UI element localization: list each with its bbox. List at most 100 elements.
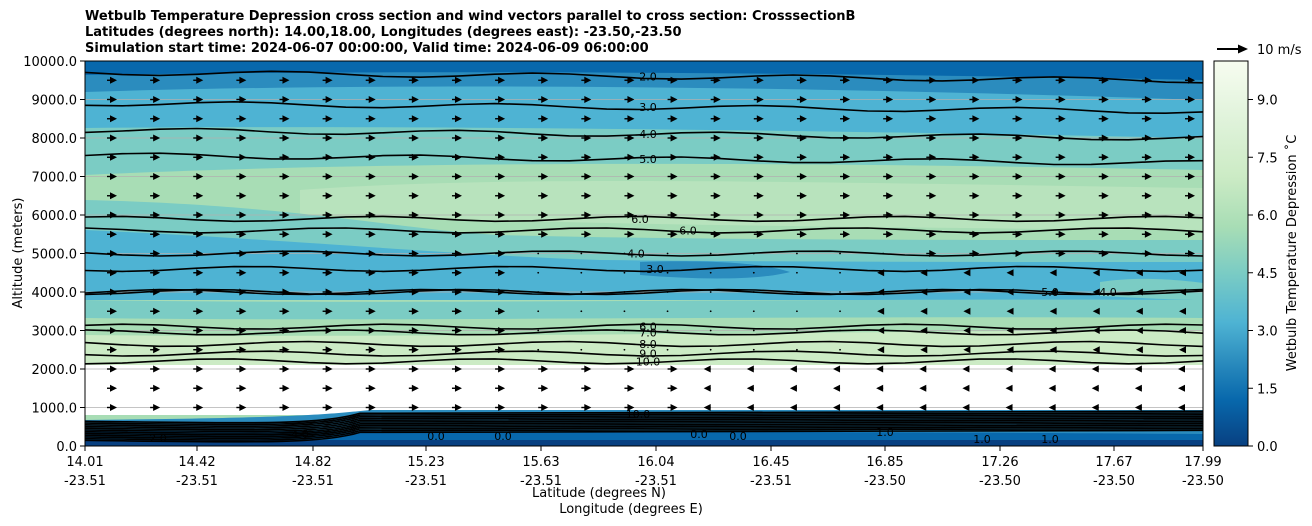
wind-vector-head bbox=[325, 404, 333, 411]
wind-vector-head bbox=[110, 269, 117, 277]
wind-vector-head bbox=[963, 346, 971, 354]
colorbar-tick-label: 1.5 bbox=[1257, 382, 1278, 397]
wind-vector-head bbox=[368, 76, 376, 84]
x-tick-label-lat: 17.26 bbox=[981, 455, 1018, 470]
y-tick-label: 4000.0 bbox=[32, 286, 78, 301]
wind-vector-head bbox=[1006, 307, 1014, 315]
wind-vector-head bbox=[1144, 250, 1152, 257]
wind-vector-head bbox=[1188, 96, 1195, 103]
wind-vector-head bbox=[196, 115, 204, 123]
wind-vector-head bbox=[153, 250, 161, 257]
wind-vector-calm bbox=[623, 271, 626, 274]
wind-vector-head bbox=[239, 230, 247, 238]
chart-title: Wetbulb Temperature Depression cross sec… bbox=[85, 9, 855, 57]
wind-vector-head bbox=[1188, 115, 1195, 123]
wind-vector-head bbox=[239, 288, 247, 296]
wind-vector-head bbox=[627, 230, 635, 238]
wind-vector-calm bbox=[580, 271, 583, 274]
wind-vector-head bbox=[670, 404, 678, 411]
wind-vector-head bbox=[756, 115, 764, 123]
surface-contour-line bbox=[85, 410, 1203, 424]
surface-contour-label: 1.0 bbox=[973, 433, 991, 446]
surface-contour-label: 1.0 bbox=[1041, 433, 1059, 446]
wind-vector-head bbox=[1006, 327, 1014, 334]
wind-vector-head bbox=[239, 250, 247, 257]
wind-vector-head bbox=[972, 211, 980, 219]
wind-vector-head bbox=[411, 327, 419, 334]
wind-vector-head bbox=[1101, 211, 1109, 219]
wind-vector-calm bbox=[537, 291, 540, 293]
wind-vector-head bbox=[368, 250, 376, 257]
contour-line bbox=[85, 340, 1203, 348]
wind-vector-head bbox=[1134, 365, 1142, 373]
wind-vector-head bbox=[239, 404, 247, 411]
wind-vector-head bbox=[325, 250, 333, 257]
wind-vector-head bbox=[368, 327, 376, 334]
wind-vector-head bbox=[411, 269, 419, 277]
wind-vector-head bbox=[929, 115, 937, 123]
x-tick-label-lat: 16.04 bbox=[637, 455, 674, 470]
wind-vector-head bbox=[584, 404, 592, 411]
wind-vector-head bbox=[498, 269, 506, 277]
wind-vector-head bbox=[627, 404, 635, 411]
wind-vector-head bbox=[799, 173, 807, 180]
wind-vector-head bbox=[1101, 76, 1109, 84]
wind-vector-head bbox=[1015, 211, 1023, 219]
wind-vector-calm bbox=[752, 271, 755, 274]
wind-vector-head bbox=[325, 288, 333, 296]
wind-vector-head bbox=[239, 327, 247, 334]
wind-vector-head bbox=[498, 230, 506, 238]
wind-vector-head bbox=[972, 76, 980, 84]
wind-vector-head bbox=[877, 288, 885, 296]
wind-vector-calm bbox=[796, 348, 798, 351]
contour-line bbox=[85, 323, 1203, 330]
wind-vector-head bbox=[1058, 76, 1066, 84]
wind-vector-head bbox=[454, 327, 462, 334]
wind-vector-head bbox=[1015, 192, 1023, 200]
x-axis-label-latitude: Latitude (degrees N) bbox=[532, 486, 666, 501]
wind-vector-head bbox=[282, 153, 290, 161]
wind-vector-head bbox=[1179, 307, 1186, 315]
wind-vector-head bbox=[196, 365, 204, 373]
surface-contour-line bbox=[85, 424, 1203, 438]
wind-vector-head bbox=[368, 134, 376, 142]
wind-vector-calm bbox=[537, 252, 540, 255]
wind-vector-calm bbox=[709, 310, 712, 313]
wind-vector-head bbox=[584, 173, 592, 180]
colorbar-tick-label: 9.0 bbox=[1257, 94, 1278, 109]
wind-vector-head bbox=[1134, 384, 1142, 392]
wind-vector-head bbox=[843, 173, 851, 180]
wind-vector-head bbox=[799, 115, 807, 123]
contour-line bbox=[85, 350, 1203, 357]
wind-vector-head bbox=[920, 307, 928, 315]
wind-vector-head bbox=[196, 346, 204, 354]
wind-vector-head bbox=[411, 404, 419, 411]
surface-contour-line bbox=[85, 412, 1203, 426]
wind-vector-head bbox=[282, 307, 290, 315]
wind-vector-head bbox=[962, 404, 970, 411]
wind-vector-head bbox=[963, 269, 971, 277]
wind-vector-head bbox=[1048, 384, 1056, 392]
wind-vector-head bbox=[196, 269, 204, 277]
wind-vector-head bbox=[110, 250, 117, 257]
contour-line bbox=[85, 152, 1203, 166]
wind-vector-head bbox=[963, 307, 971, 315]
wind-vector-head bbox=[325, 269, 333, 277]
wind-vector-calm bbox=[580, 329, 583, 332]
wind-vector-calm bbox=[537, 271, 540, 274]
wind-vector-head bbox=[498, 327, 506, 334]
wind-vector-head bbox=[746, 404, 754, 411]
wind-vector-head bbox=[110, 404, 117, 411]
wind-vector-head bbox=[1049, 307, 1057, 315]
wind-vector-head bbox=[368, 288, 376, 296]
wind-vector-head bbox=[498, 192, 506, 200]
wind-vector-head bbox=[1005, 384, 1013, 392]
contour-label: 4.0 bbox=[627, 248, 645, 261]
wind-vector-head bbox=[789, 384, 797, 392]
surface-contour-line bbox=[85, 417, 1203, 431]
wind-vector-head bbox=[454, 115, 462, 123]
wind-vector-head bbox=[584, 192, 592, 200]
wind-vector-head bbox=[1179, 346, 1186, 354]
wind-vector-head bbox=[756, 76, 764, 84]
